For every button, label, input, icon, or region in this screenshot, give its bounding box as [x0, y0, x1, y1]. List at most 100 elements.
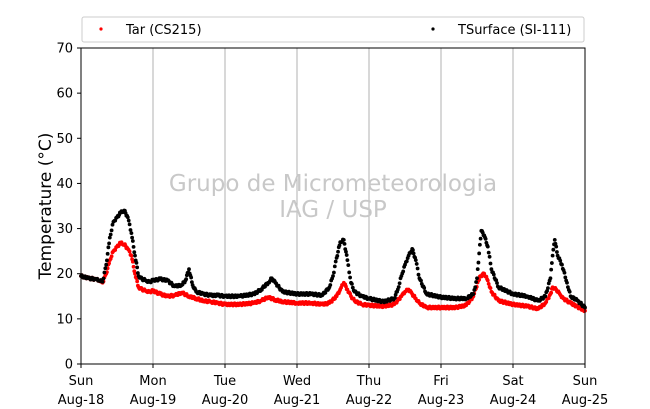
data-point-interp — [393, 295, 397, 300]
y-axis: 0 10 20 30 40 50 60 70 — [56, 42, 81, 373]
data-point-interp — [483, 236, 488, 241]
data-point-interp — [486, 282, 491, 286]
legend-marker-tsurface — [431, 27, 435, 31]
data-point — [104, 262, 109, 267]
x-tick-label-date: Aug-21 — [274, 393, 321, 408]
data-point-interp — [348, 275, 352, 280]
y-tick-label: 70 — [56, 42, 73, 57]
data-point-interp — [342, 242, 347, 246]
data-point-interp — [127, 222, 132, 227]
data-point-interp — [404, 259, 409, 264]
x-tick-label-day: Thu — [356, 374, 381, 389]
data-point — [471, 292, 476, 296]
data-point — [125, 215, 130, 220]
data-point-interp — [127, 249, 132, 254]
data-point — [552, 237, 557, 242]
data-point — [341, 237, 346, 242]
data-point-interp — [134, 260, 139, 265]
x-tick-label-day: Fri — [433, 374, 449, 389]
data-point-interp — [546, 296, 551, 301]
data-point-interp — [474, 280, 478, 284]
data-point-interp — [549, 261, 554, 265]
data-point-interp — [344, 249, 348, 254]
x-axis: Sun Aug-18 Mon Aug-19 Tue Aug-20 Wed Aug-21 Thu A… — [58, 364, 609, 408]
data-point-interp — [422, 286, 427, 290]
data-point — [107, 235, 112, 240]
data-point-interp — [551, 247, 556, 252]
data-point-interp — [544, 299, 549, 304]
x-tick-label-day: Mon — [139, 374, 166, 389]
data-point-interp — [189, 275, 194, 280]
data-point — [129, 253, 134, 258]
data-point — [413, 258, 418, 263]
data-point-interp — [332, 264, 337, 269]
data-point-interp — [558, 258, 563, 263]
data-point-interp — [128, 228, 133, 232]
legend-label-tar: Tar (CS215) — [125, 23, 202, 38]
y-axis-title: Temperature (°C) — [36, 133, 56, 281]
legend-label-tsurface: TSurface (SI-111) — [457, 23, 571, 38]
x-tick-label-day: Sat — [502, 374, 523, 389]
data-point — [560, 262, 564, 267]
data-point — [331, 274, 335, 278]
data-point-interp — [491, 272, 496, 277]
data-point-interp — [130, 239, 135, 243]
data-point-interp — [344, 253, 349, 257]
data-point — [489, 267, 494, 272]
data-point-interp — [487, 254, 492, 259]
data-point-interp — [135, 271, 140, 275]
x-tick-label-day: Sun — [573, 374, 598, 389]
data-point-interp — [107, 261, 111, 266]
data-point-interp — [411, 251, 416, 256]
watermark-line-2: IAG / USP — [279, 197, 387, 223]
data-point-interp — [335, 253, 340, 258]
data-point-interp — [563, 275, 568, 280]
data-point-interp — [135, 265, 140, 270]
data-point — [475, 276, 479, 281]
data-point-interp — [488, 261, 493, 266]
data-point-interp — [475, 267, 480, 272]
watermark: Grupo de Micrometeorologia IAG / USP — [169, 171, 497, 223]
x-tick-label-date: Aug-20 — [202, 393, 249, 408]
data-point-interp — [346, 263, 351, 268]
data-point — [550, 253, 555, 258]
data-point-interp — [130, 235, 135, 240]
data-point — [345, 258, 350, 263]
data-point-interp — [101, 276, 106, 281]
data-point — [187, 267, 191, 272]
x-tick-label-date: Aug-25 — [562, 393, 609, 408]
data-point-interp — [347, 270, 352, 275]
x-tick-label-date: Aug-23 — [418, 393, 465, 408]
data-point — [133, 253, 137, 258]
data-point — [485, 244, 490, 249]
data-point-interp — [350, 285, 355, 290]
data-point-interp — [419, 278, 423, 283]
data-point — [133, 271, 137, 276]
data-point-interp — [189, 280, 194, 284]
data-point — [129, 231, 134, 235]
data-point-interp — [397, 281, 402, 286]
grid-layer — [152, 48, 514, 364]
data-point-interp — [478, 236, 483, 241]
x-tick-label-date: Aug-22 — [346, 393, 393, 408]
x-tick-label-day: Wed — [283, 374, 311, 389]
data-point-interp — [411, 248, 415, 252]
data-point-interp — [131, 245, 136, 249]
legend: Tar (CS215) TSurface (SI-111) — [81, 16, 585, 43]
data-point-interp — [109, 254, 114, 259]
data-point-interp — [495, 281, 499, 285]
data-point-interp — [126, 218, 131, 223]
y-tick-label: 30 — [56, 222, 73, 237]
data-point-interp — [567, 289, 572, 294]
data-point-interp — [105, 258, 109, 263]
data-point-interp — [477, 242, 482, 247]
plot-frame — [80, 47, 586, 365]
data-point-interp — [105, 251, 110, 256]
data-point-interp — [135, 279, 140, 284]
data-point-interp — [106, 245, 111, 250]
y-tick-label: 50 — [56, 132, 73, 147]
data-point-interp — [486, 250, 491, 255]
data-point-interp — [549, 290, 554, 295]
